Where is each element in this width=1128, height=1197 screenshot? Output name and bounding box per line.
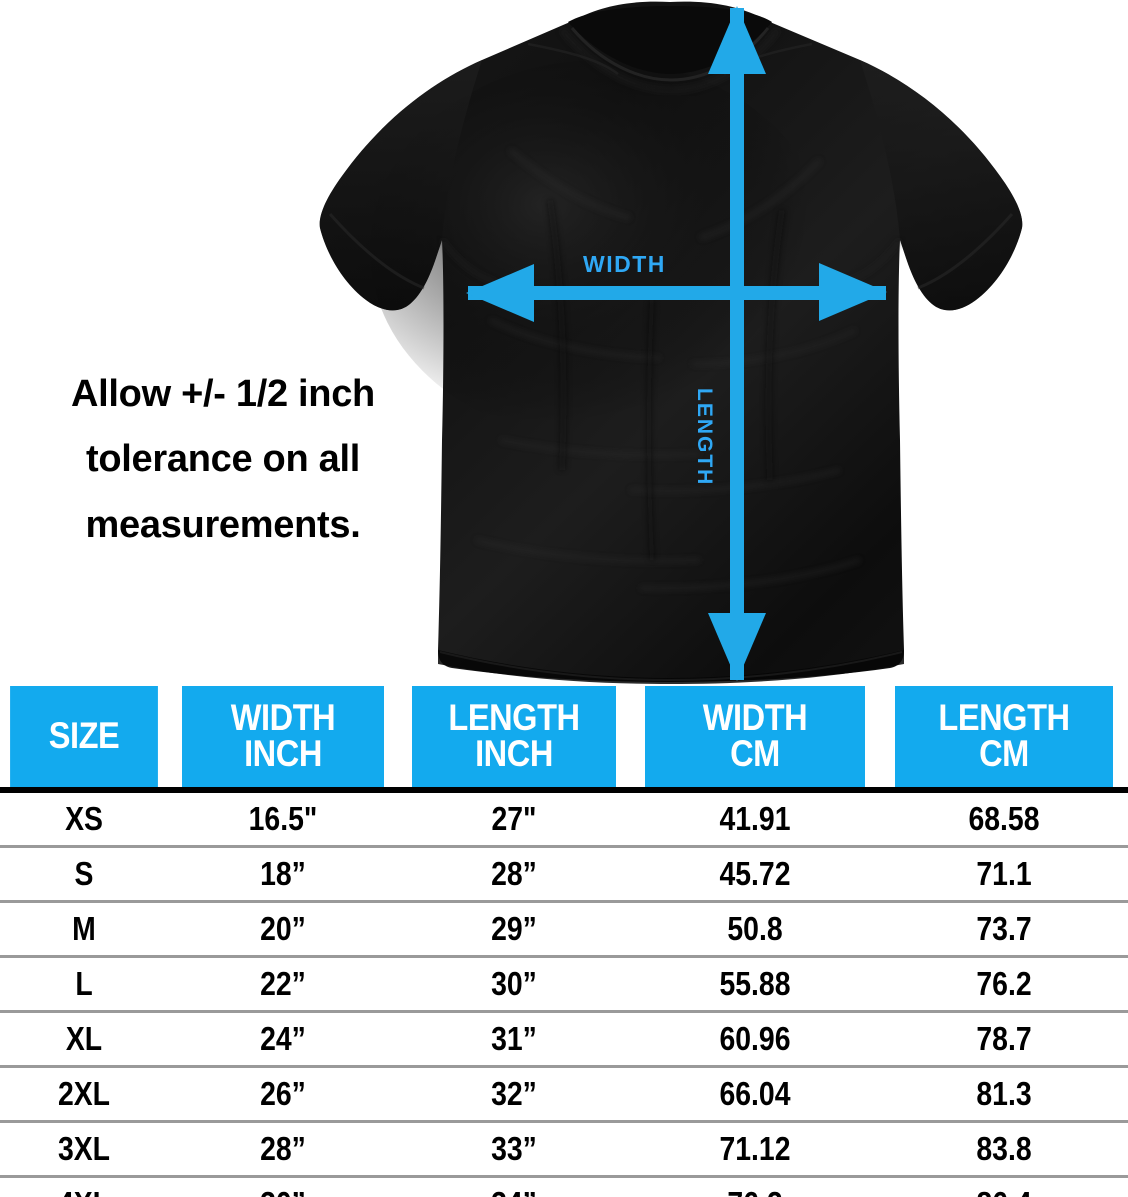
column-header-width-inch: WIDTH INCH bbox=[181, 686, 385, 791]
cell-width-cm: 41.91 bbox=[647, 790, 863, 847]
garment-illustration: Allow +/- 1/2 inch tolerance on all meas… bbox=[71, 1, 1023, 684]
column-header-length-inch: LENGTH INCH bbox=[411, 686, 617, 791]
table-row: 4XL 30” 34” 76.2 86.4 bbox=[0, 1176, 1128, 1197]
column-header-size: SIZE bbox=[10, 686, 158, 791]
cell-length-inch: 28” bbox=[414, 846, 614, 902]
cell-size: 4XL bbox=[11, 1176, 157, 1197]
cell-width-inch: 18” bbox=[184, 846, 382, 902]
cell-length-cm: 76.2 bbox=[897, 956, 1111, 1012]
cell-length-inch: 33” bbox=[414, 1121, 614, 1177]
cell-width-inch: 16.5" bbox=[184, 790, 382, 847]
cell-length-cm: 86.4 bbox=[897, 1176, 1111, 1197]
cell-width-cm: 50.8 bbox=[647, 901, 863, 957]
cell-width-inch: 28” bbox=[184, 1121, 382, 1177]
cell-width-cm: 71.12 bbox=[647, 1121, 863, 1177]
cell-size: XS bbox=[11, 790, 157, 847]
table-row: M 20” 29” 50.8 73.7 bbox=[0, 901, 1128, 957]
cell-length-inch: 31” bbox=[414, 1011, 614, 1067]
column-header-width-inch-line2: INCH bbox=[244, 732, 322, 774]
column-header-length-inch-line1: LENGTH bbox=[448, 697, 580, 738]
cell-size: 2XL bbox=[11, 1066, 157, 1122]
cell-width-cm: 76.2 bbox=[647, 1176, 863, 1197]
tolerance-note: Allow +/- 1/2 inch tolerance on all meas… bbox=[71, 373, 375, 546]
column-header-width-cm-line2: CM bbox=[730, 732, 780, 774]
table-header-row: SIZE WIDTH INCH LENGTH INCH WIDTH CM LEN… bbox=[0, 686, 1128, 791]
column-header-length-cm-line2: CM bbox=[979, 732, 1029, 774]
cell-length-inch: 30” bbox=[414, 956, 614, 1012]
cell-length-inch: 27" bbox=[414, 790, 614, 847]
table-row: S 18” 28” 45.72 71.1 bbox=[0, 846, 1128, 902]
width-arrow bbox=[466, 263, 887, 322]
column-header-width-cm-line1: WIDTH bbox=[702, 697, 808, 738]
cell-width-inch: 24” bbox=[184, 1011, 382, 1067]
cell-width-inch: 30” bbox=[184, 1176, 382, 1197]
cell-size: XL bbox=[11, 1011, 157, 1067]
cell-size: 3XL bbox=[11, 1121, 157, 1177]
cell-width-cm: 66.04 bbox=[647, 1066, 863, 1122]
cell-length-inch: 29” bbox=[414, 901, 614, 957]
cell-length-cm: 83.8 bbox=[897, 1121, 1111, 1177]
width-measurement-label: WIDTH bbox=[583, 251, 666, 277]
cell-length-cm: 81.3 bbox=[897, 1066, 1111, 1122]
cell-width-inch: 22” bbox=[184, 956, 382, 1012]
table-row: 2XL 26” 32” 66.04 81.3 bbox=[0, 1066, 1128, 1122]
cell-length-inch: 34” bbox=[414, 1176, 614, 1197]
cell-size: L bbox=[11, 956, 157, 1012]
table-row: XS 16.5" 27" 41.91 68.58 bbox=[0, 790, 1128, 847]
cell-width-cm: 45.72 bbox=[647, 846, 863, 902]
size-chart-table: SIZE WIDTH INCH LENGTH INCH WIDTH CM LEN… bbox=[0, 686, 1128, 1197]
cell-length-cm: 68.58 bbox=[897, 790, 1111, 847]
length-measurement-label: LENGTH bbox=[693, 388, 716, 487]
cell-length-cm: 78.7 bbox=[897, 1011, 1111, 1067]
column-header-size-line1: SIZE bbox=[48, 714, 120, 756]
cell-length-cm: 71.1 bbox=[897, 846, 1111, 902]
table-row: L 22” 30” 55.88 76.2 bbox=[0, 956, 1128, 1012]
column-header-length-cm: LENGTH CM bbox=[894, 686, 1114, 791]
cell-width-inch: 20” bbox=[184, 901, 382, 957]
cell-length-inch: 32” bbox=[414, 1066, 614, 1122]
cell-width-cm: 60.96 bbox=[647, 1011, 863, 1067]
column-header-width-inch-line1: WIDTH bbox=[230, 697, 336, 738]
table-row: XL 24” 31” 60.96 78.7 bbox=[0, 1011, 1128, 1067]
tshirt-photo bbox=[319, 1, 1023, 684]
column-header-length-inch-line2: INCH bbox=[475, 732, 553, 774]
column-header-width-cm: WIDTH CM bbox=[645, 686, 865, 791]
table-header: SIZE WIDTH INCH LENGTH INCH WIDTH CM LEN… bbox=[0, 686, 1128, 791]
cell-width-inch: 26” bbox=[184, 1066, 382, 1122]
measurement-arrows-overlay bbox=[466, 6, 887, 681]
length-arrow bbox=[708, 6, 766, 681]
column-header-length-cm-line1: LENGTH bbox=[938, 697, 1070, 738]
cell-width-cm: 55.88 bbox=[647, 956, 863, 1012]
table-row: 3XL 28” 33” 71.12 83.8 bbox=[0, 1121, 1128, 1177]
cell-size: S bbox=[11, 846, 157, 902]
cell-size: M bbox=[11, 901, 157, 957]
cell-length-cm: 73.7 bbox=[897, 901, 1111, 957]
table-body: XS 16.5" 27" 41.91 68.58 S 18” 28” 45.72 71.1 M 20”… bbox=[0, 790, 1128, 1197]
